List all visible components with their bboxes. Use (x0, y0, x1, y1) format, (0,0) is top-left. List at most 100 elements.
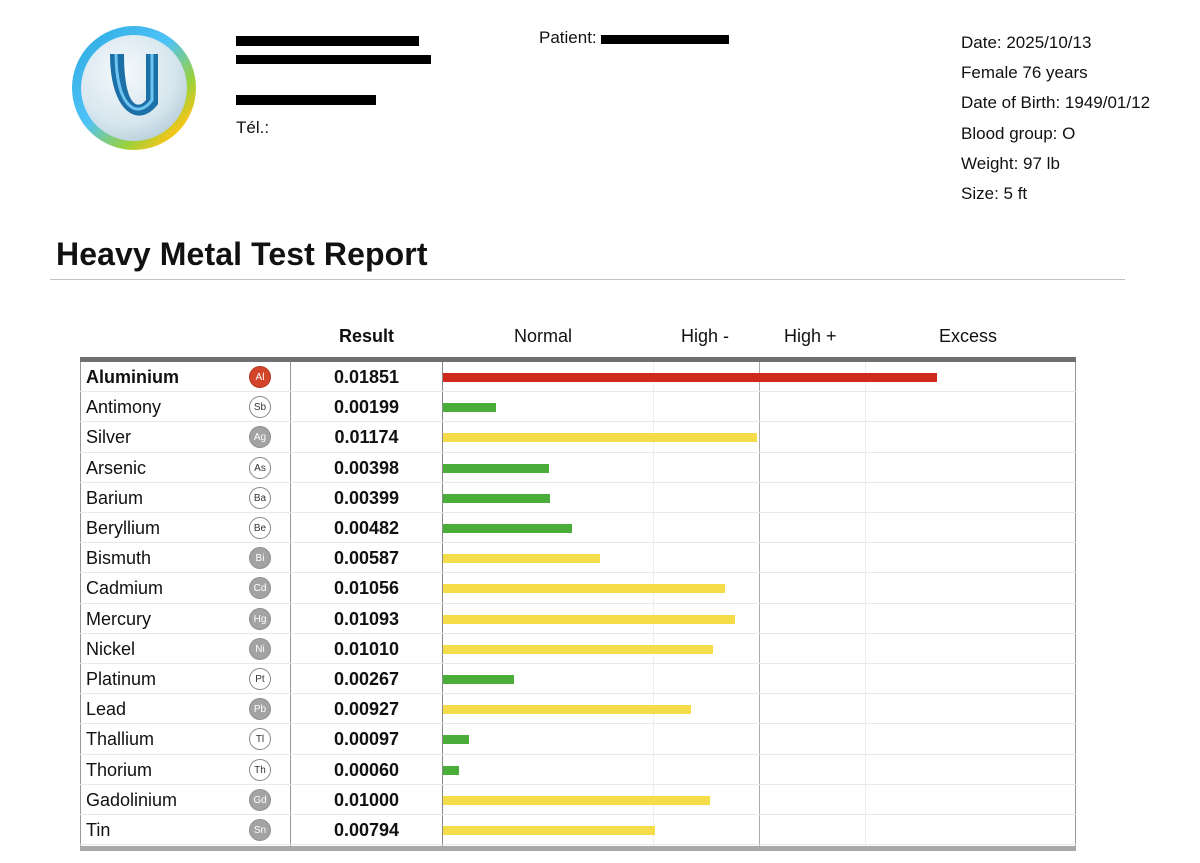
table-row: Thallium Tl 0.00097 (80, 724, 1076, 755)
result-bar (443, 735, 469, 745)
clinic-logo (72, 26, 196, 150)
patient-line: Patient: (539, 28, 730, 48)
patient-name-redacted (601, 31, 730, 47)
table-row: Beryllium Be 0.00482 (80, 513, 1076, 544)
normal-header: Normal (514, 326, 573, 346)
metal-name: Thorium (86, 759, 153, 780)
table-row: Nickel Ni 0.01010 (80, 634, 1076, 664)
table-left-border (80, 362, 81, 846)
table-row: Aluminium Al 0.01851 (80, 362, 1076, 393)
result-value: 0.01851 (333, 367, 400, 387)
weight: Weight: 97 lb (961, 153, 1060, 173)
report-title: Heavy Metal Test Report (56, 236, 428, 272)
result-bar (443, 675, 515, 684)
result-value: 0.00587 (333, 548, 400, 569)
date-of-birth: Date of Birth: 1949/01/12 (961, 93, 1151, 113)
metal-name: Aluminium (86, 367, 179, 387)
result-bar (443, 403, 497, 413)
size: Size: 5 ft (961, 184, 1028, 204)
table-right-border (1075, 362, 1076, 846)
table-row: Thorium Th 0.00060 (80, 755, 1076, 785)
table-row: Bismuth Bi 0.00587 (80, 543, 1076, 574)
result-value: 0.00927 (333, 699, 400, 720)
element-symbol-badge: Al (249, 366, 271, 388)
result-value: 0.00097 (333, 729, 400, 750)
element-symbol-badge: Hg (249, 607, 271, 630)
table-row: Mercury Hg 0.01093 (80, 604, 1076, 634)
clinic-phone-label: Tél. (236, 118, 265, 137)
element-symbol-badge: Sb (249, 396, 271, 419)
metal-name: Tin (86, 820, 111, 840)
excess-header: Excess (939, 326, 998, 346)
metal-name: Antimony (86, 397, 162, 418)
grid-line (653, 362, 654, 846)
result-value: 0.01056 (333, 578, 400, 599)
result-bar (443, 765, 460, 775)
table-row: Gadolinium Gd 0.01000 (80, 785, 1076, 815)
clinic-city-redacted (236, 95, 376, 117)
report-date: Date: 2025/10/13 (961, 33, 1092, 52)
table-row: Silver Ag 0.01174 (80, 422, 1076, 453)
metal-name: Barium (86, 487, 144, 508)
table-row: Cadmium Cd 0.01056 (80, 573, 1076, 604)
element-symbol-badge: Ag (249, 426, 271, 449)
result-bar (443, 524, 572, 533)
table-row: Tin Sn 0.00794 (80, 815, 1076, 846)
metal-name: Arsenic (86, 457, 147, 478)
metal-name: Lead (86, 699, 127, 720)
result-bar (443, 795, 711, 805)
metal-name: Bismuth (86, 548, 152, 569)
result-bar (443, 463, 550, 473)
metal-name: Mercury (86, 608, 152, 629)
result-bar (443, 614, 735, 624)
table-top-border (80, 357, 1076, 362)
element-symbol-badge: Bi (249, 547, 271, 570)
element-symbol-badge: Ni (249, 637, 271, 660)
patient-label: Patient: (539, 28, 597, 47)
blood-group: Blood group: O (961, 123, 1076, 143)
metal-name: Platinum (86, 669, 157, 689)
result-header: Result (338, 326, 394, 346)
result-value: 0.01174 (334, 427, 399, 448)
result-value: 0.01093 (333, 608, 400, 629)
table-row: Arsenic As 0.00398 (80, 453, 1076, 483)
result-column-divider (442, 362, 443, 846)
grid-line-high (759, 362, 760, 846)
sex-age: Female 76 years (961, 63, 1088, 83)
high-minus-header: High - (681, 326, 730, 346)
element-symbol-badge: Sn (249, 819, 271, 841)
element-symbol-badge: Tl (249, 728, 271, 751)
result-value: 0.00398 (333, 457, 400, 478)
name-column-divider (290, 362, 291, 846)
result-bar (443, 373, 938, 382)
result-value: 0.00267 (333, 669, 400, 689)
clinic-address: Tél.: (236, 30, 431, 138)
metal-name: Thallium (86, 729, 155, 750)
result-value: 0.01010 (333, 638, 400, 659)
result-bar (443, 826, 656, 835)
title-divider (50, 279, 1125, 280)
element-symbol-badge: Gd (249, 788, 271, 811)
element-symbol-badge: Pt (249, 668, 271, 690)
patient-info: Date: 2025/10/13 Female 76 years Date of… (961, 28, 1150, 209)
grid-line (865, 362, 866, 846)
table-row: Barium Ba 0.00399 (80, 483, 1076, 513)
clinic-name-redacted (236, 30, 419, 51)
table-row: Antimony Sb 0.00199 (80, 392, 1076, 423)
table-row: Platinum Pt 0.00267 (80, 664, 1076, 695)
high-plus-header: High + (784, 326, 837, 346)
element-symbol-badge: Cd (249, 577, 271, 600)
metal-results-table: Aluminium Al 0.01851 Antimony Sb 0.00199 Silve… (80, 357, 1076, 852)
element-symbol-badge: Be (249, 517, 271, 539)
result-bar (443, 705, 691, 715)
result-value: 0.00482 (333, 518, 400, 538)
element-symbol-badge: Ba (249, 486, 271, 509)
metal-name: Silver (86, 427, 132, 448)
result-value: 0.00060 (333, 759, 400, 780)
element-symbol-badge: As (249, 456, 271, 479)
metal-name: Nickel (86, 638, 136, 659)
clinic-street-redacted (236, 51, 431, 72)
metal-name: Cadmium (86, 578, 164, 599)
result-bar (443, 433, 757, 443)
result-value: 0.00399 (333, 487, 400, 508)
